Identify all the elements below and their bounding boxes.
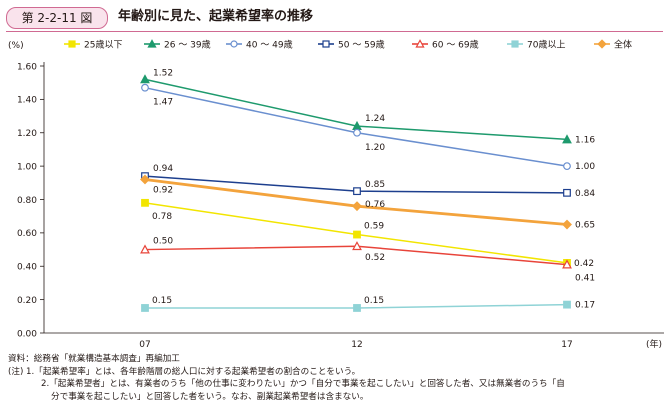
series-1 xyxy=(140,74,572,144)
data-label: 0.94 xyxy=(153,164,173,174)
y-tick-label: 0.20 xyxy=(17,296,37,306)
marker-diamond xyxy=(140,174,150,185)
y-tick-label: 0.60 xyxy=(17,229,37,239)
marker-square xyxy=(563,300,571,309)
marker-triangle xyxy=(352,241,362,251)
marker-circle xyxy=(230,40,238,48)
data-label: 0.17 xyxy=(575,301,595,311)
marker-triangle xyxy=(562,134,572,144)
x-tick-label: 12 xyxy=(351,340,362,350)
marker-triangle xyxy=(140,74,150,84)
marker-diamond xyxy=(352,201,362,212)
marker-square xyxy=(353,304,361,312)
data-label: 0.52 xyxy=(365,253,385,263)
legend-item: 25歳以下 xyxy=(64,39,122,51)
data-label: 0.84 xyxy=(575,189,595,199)
series-2 xyxy=(141,83,571,171)
marker-triangle xyxy=(147,39,157,48)
header-divider xyxy=(6,31,663,32)
y-axis-unit: (%) xyxy=(8,41,24,51)
data-label: 0.42 xyxy=(574,259,594,269)
data-label: 1.47 xyxy=(153,98,173,108)
data-label: 0.15 xyxy=(152,296,172,306)
note-1: (注) 1.「起業希望率」とは、各年齢階層の総人口に対する起業希望者の割合のこと… xyxy=(8,366,361,377)
legend-item: 70歳以上 xyxy=(507,39,565,51)
marker-triangle xyxy=(415,39,425,48)
marker-square xyxy=(141,198,149,207)
marker-circle xyxy=(141,83,149,92)
data-label: 0.76 xyxy=(365,200,385,210)
series-6 xyxy=(140,174,572,230)
source-note: 資料：総務省「就業構造基本調査」再編加工 xyxy=(8,354,180,364)
data-label: 0.50 xyxy=(153,237,173,247)
marker-circle xyxy=(563,162,571,171)
marker-diamond xyxy=(562,219,572,230)
data-label: 0.78 xyxy=(152,212,172,222)
y-tick-label: 1.00 xyxy=(17,162,37,172)
y-tick-label: 0.00 xyxy=(17,329,37,339)
data-label: 0.65 xyxy=(575,221,595,231)
y-tick-label: 1.60 xyxy=(17,62,37,72)
legend-item: 26 〜 39歳 xyxy=(144,39,211,51)
series-line xyxy=(144,178,568,226)
data-label: 0.92 xyxy=(153,185,173,195)
note-2-continued: 分で事業を起こしたい」と回答した者をいう。なお、副業起業希望者は含まない。 xyxy=(51,391,369,402)
data-label: 1.20 xyxy=(365,143,385,153)
marker-triangle xyxy=(562,259,572,269)
legend-label: 全体 xyxy=(614,39,632,51)
data-labels: 0.78 0.59 0.42 1.52 1.24 1.16 1.47 1.20 1.00 0.94… xyxy=(152,68,595,310)
data-label: 0.41 xyxy=(575,274,595,284)
x-axis-unit: (年) xyxy=(646,338,662,350)
y-tick-label: 0.80 xyxy=(17,196,37,206)
line-chart: 25歳以下 26 〜 39歳 40 〜 49歳 50 〜 59歳 60 〜 69歳 70歳… xyxy=(8,39,664,350)
legend-item: 全体 xyxy=(594,39,632,51)
data-label: 1.00 xyxy=(575,162,595,172)
y-tick-label: 0.40 xyxy=(17,263,37,273)
data-label: 0.59 xyxy=(364,222,384,232)
legend-label: 60 〜 69歳 xyxy=(432,39,479,51)
chart-title: 年齢別に見た、起業希望率の推移 xyxy=(118,9,314,24)
legend-label: 70歳以上 xyxy=(527,39,565,51)
figure-number-badge: 第 2-2-11 図 xyxy=(6,7,108,29)
legend-label: 26 〜 39歳 xyxy=(164,39,211,51)
chart-axes: (%) 0.00 0.20 0.40 0.60 0.80 1.00 1.20 1.40 1.60 0… xyxy=(8,41,664,350)
data-label: 1.16 xyxy=(575,135,595,145)
note-2: 2.「起業希望者」とは、有業者のうち「他の仕事に変わりたい」かつ「自分で事業を起… xyxy=(41,379,565,389)
legend-label: 40 〜 49歳 xyxy=(246,39,293,51)
marker-square xyxy=(141,304,149,312)
marker-square xyxy=(322,40,330,48)
marker-square xyxy=(68,40,76,48)
y-tick-label: 1.40 xyxy=(17,96,37,106)
legend-item: 50 〜 59歳 xyxy=(318,39,385,51)
x-tick-label: 17 xyxy=(561,340,572,350)
marker-square xyxy=(353,187,361,196)
data-label: 0.85 xyxy=(365,180,385,190)
marker-square xyxy=(511,40,519,48)
series-layer xyxy=(140,74,572,312)
marker-triangle xyxy=(140,244,150,254)
x-tick-label: 07 xyxy=(139,340,150,350)
legend-label: 25歳以下 xyxy=(84,39,122,51)
marker-diamond xyxy=(597,39,607,49)
data-label: 1.52 xyxy=(153,68,173,78)
y-tick-label: 1.20 xyxy=(17,129,37,139)
notes: 資料：総務省「就業構造基本調査」再編加工 (注) 1.「起業希望率」とは、各年齢… xyxy=(8,353,663,403)
series-3 xyxy=(141,172,571,197)
legend-item: 60 〜 69歳 xyxy=(412,39,479,51)
legend: 25歳以下 26 〜 39歳 40 〜 49歳 50 〜 59歳 60 〜 69歳 70歳… xyxy=(64,39,632,51)
legend-item: 40 〜 49歳 xyxy=(226,39,293,51)
marker-circle xyxy=(353,128,361,137)
data-label: 1.24 xyxy=(365,114,385,124)
legend-label: 50 〜 59歳 xyxy=(338,39,385,51)
series-5 xyxy=(141,300,571,312)
marker-square xyxy=(563,188,571,197)
data-label: 0.15 xyxy=(364,296,384,306)
series-4 xyxy=(140,241,572,269)
marker-square xyxy=(353,230,361,239)
